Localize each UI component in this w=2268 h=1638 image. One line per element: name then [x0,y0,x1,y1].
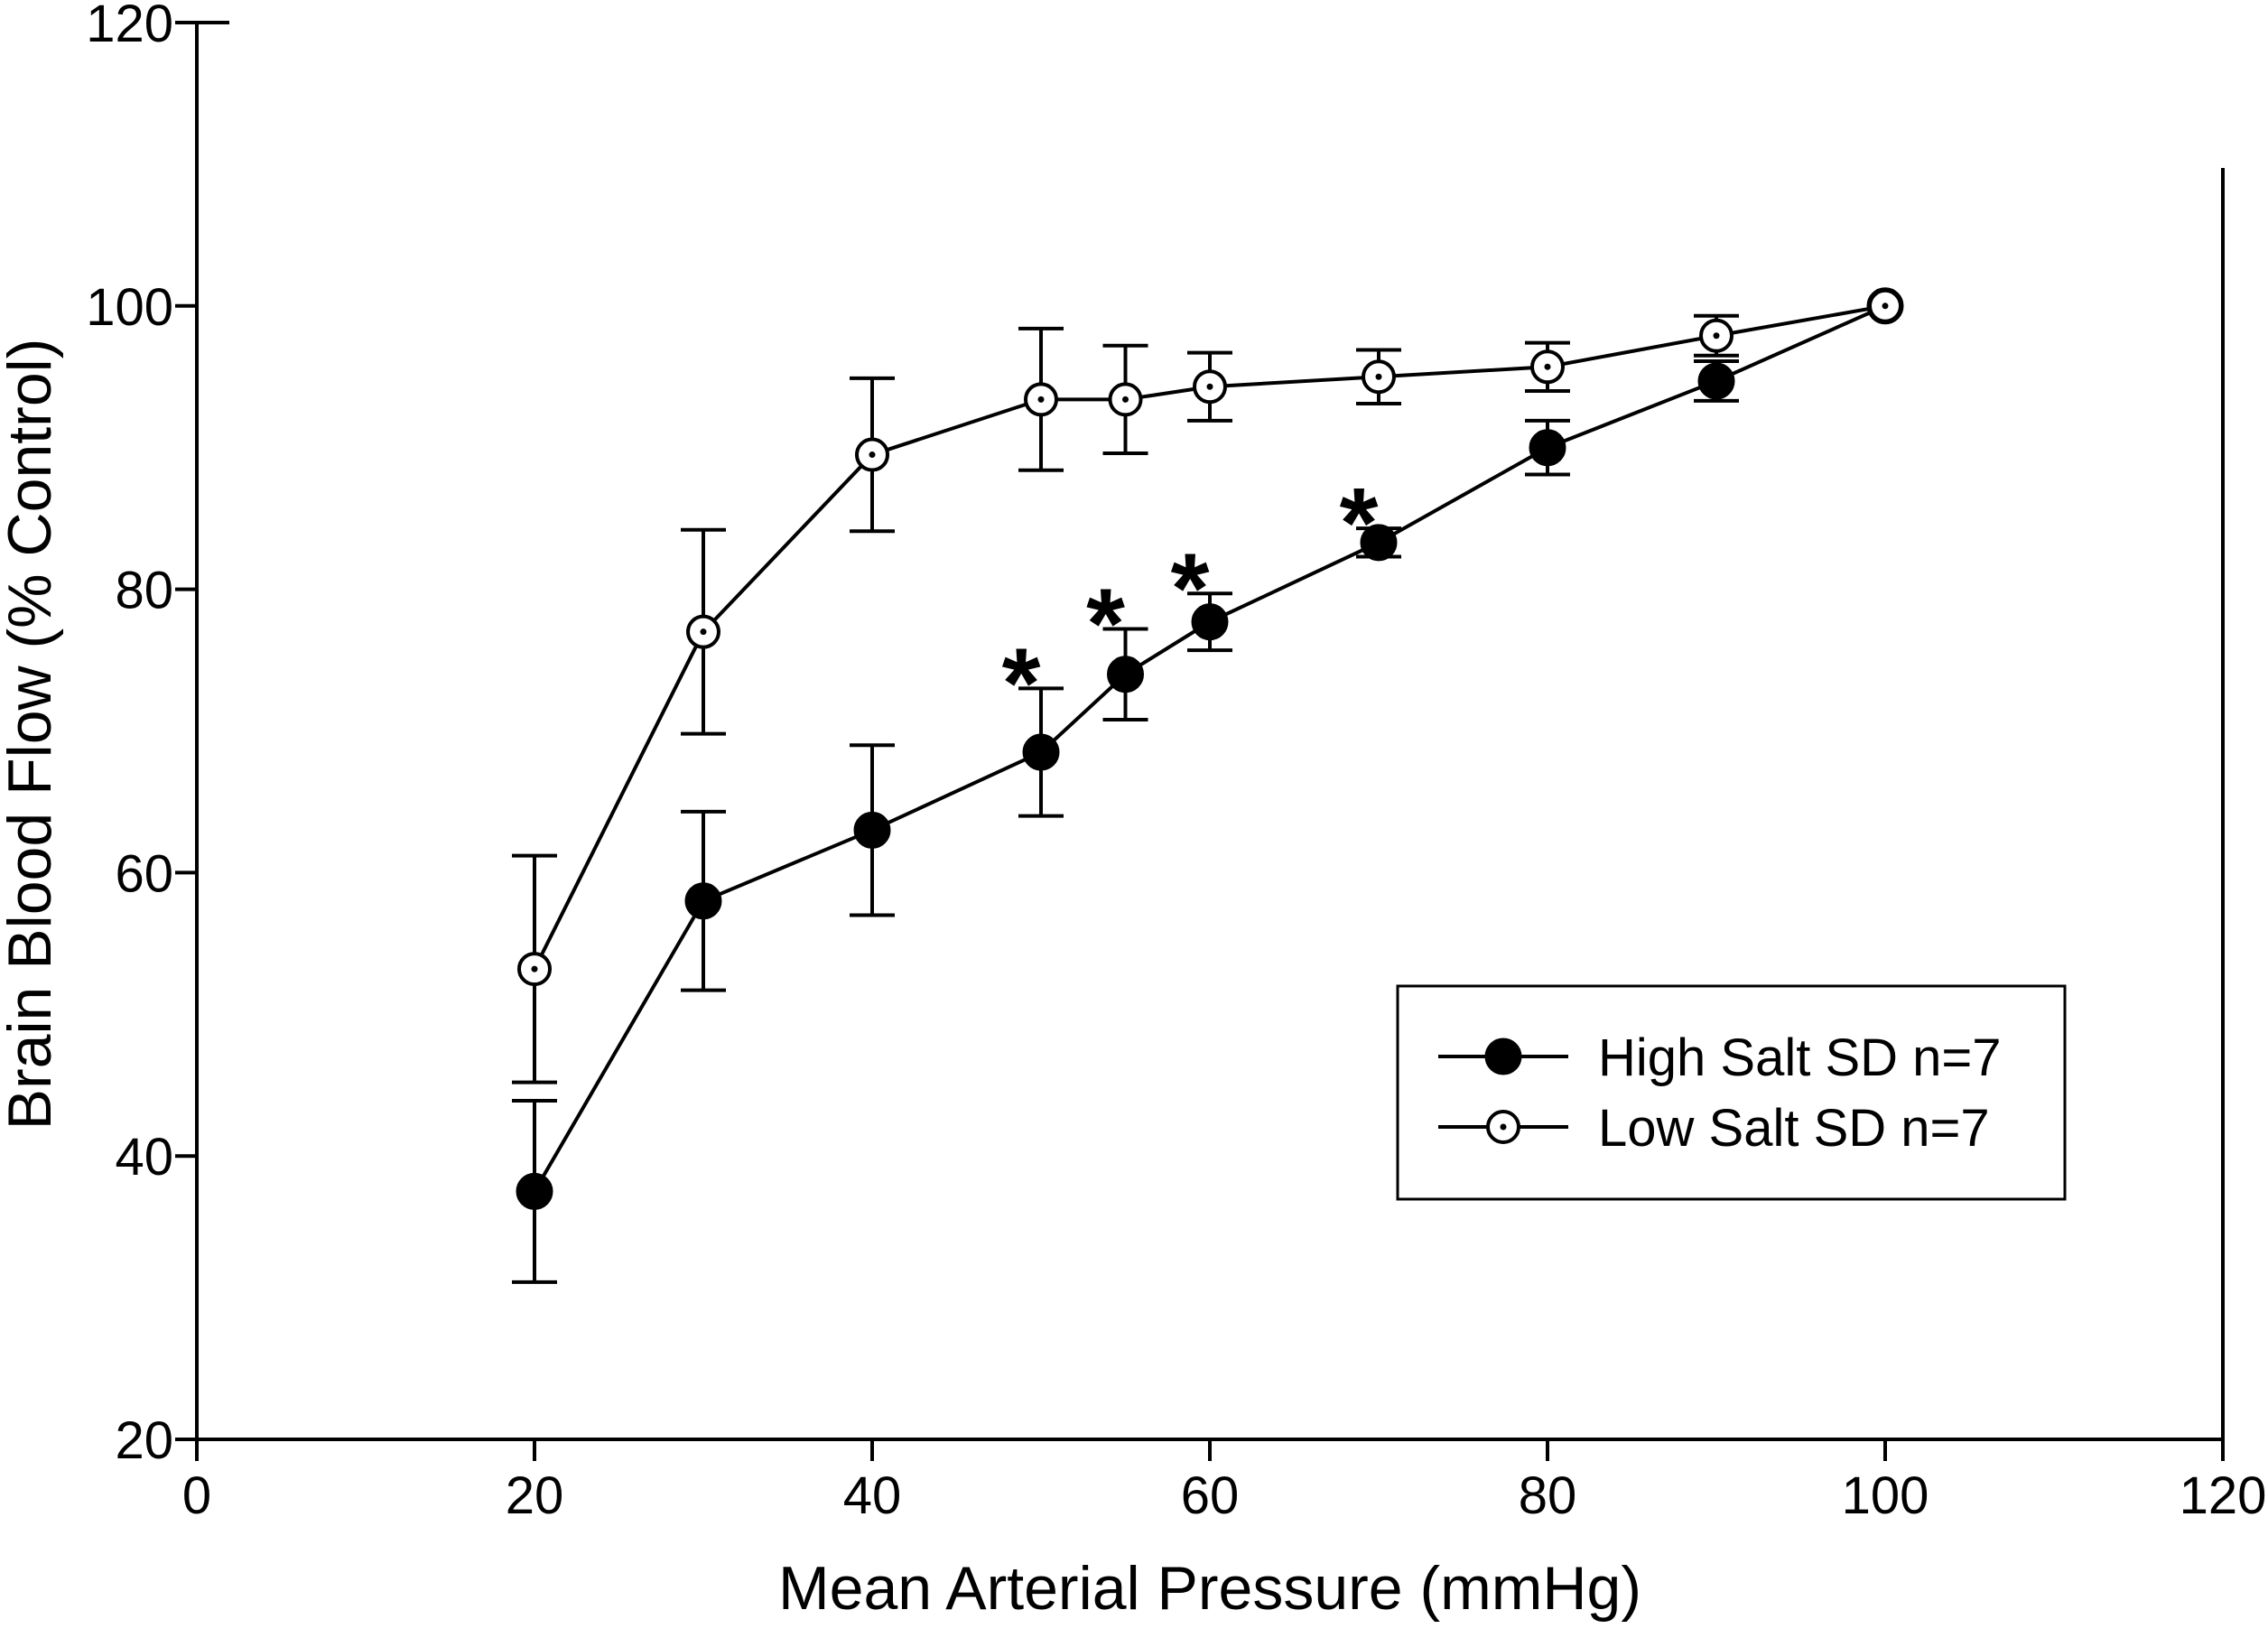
series-layer [512,287,1904,1284]
y-axis-title: Brain Blood Flow (% Control) [0,339,64,1131]
y-tick-label: 100 [86,278,173,337]
data-point-high-salt [684,882,722,920]
x-tick-label: 120 [2180,1466,2267,1525]
data-point-high-salt [516,1172,553,1210]
data-point-high-salt [1022,733,1060,771]
axes [195,21,2225,1441]
y-tick-label: 20 [115,1411,173,1470]
x-tick-label: 0 [182,1466,211,1525]
data-point-high-salt [1191,603,1229,641]
legend: High Salt SD n=7 Low Salt SD n=7 [1396,984,2067,1201]
data-point-high-salt [1360,524,1398,562]
significance-asterisk: * [1002,628,1041,739]
significance-asterisk: * [1086,569,1125,680]
data-point-high-salt [1697,362,1735,400]
data-point-low-salt-dot [1375,373,1382,380]
x-tick-label: 60 [1181,1466,1240,1525]
data-point-low-salt-dot [869,451,876,459]
data-point-high-salt [1529,429,1566,467]
x-tick-label: 40 [843,1466,902,1525]
series-line-low-salt [533,303,1886,970]
legend-label-low-salt: Low Salt SD n=7 [1598,1099,1990,1158]
data-point-low-salt-dot [531,965,538,973]
legend-marker-low-salt-dot [1500,1123,1507,1131]
data-point-low-salt-dot [1206,383,1213,390]
data-point-low-salt-dot [1713,332,1720,340]
x-tick-label: 20 [506,1466,564,1525]
annotations: * * * * [1002,468,1379,739]
data-point-low-salt-dot [1122,396,1129,403]
y-tick-label: 80 [115,562,173,620]
legend-marker-high-salt [1484,1038,1522,1075]
y-tick-label: 60 [115,844,173,903]
y-ticks: 20 40 60 80 100 120 [86,0,197,1470]
legend-box [1396,984,2067,1201]
data-point-high-salt [1107,656,1144,693]
x-ticks: 0 20 40 60 80 100 120 [182,1439,2267,1525]
data-point-high-salt [853,811,891,849]
x-axis-title: Mean Arterial Pressure (mmHg) [778,1554,1641,1623]
y-tick-label: 40 [115,1128,173,1187]
y-tick-label: 120 [86,0,173,53]
series-line-high-salt [533,303,1886,1193]
significance-asterisk: * [1171,533,1210,644]
x-tick-label: 80 [1519,1466,1577,1525]
x-tick-label: 100 [1842,1466,1929,1525]
data-point-low-salt-dot [700,628,707,636]
data-point-low-salt-dot [1882,302,1889,310]
data-point-low-salt-dot [1037,396,1045,403]
significance-asterisk: * [1340,468,1379,579]
data-point-low-salt-dot [1544,363,1551,370]
legend-label-high-salt: High Salt SD n=7 [1598,1028,2002,1087]
